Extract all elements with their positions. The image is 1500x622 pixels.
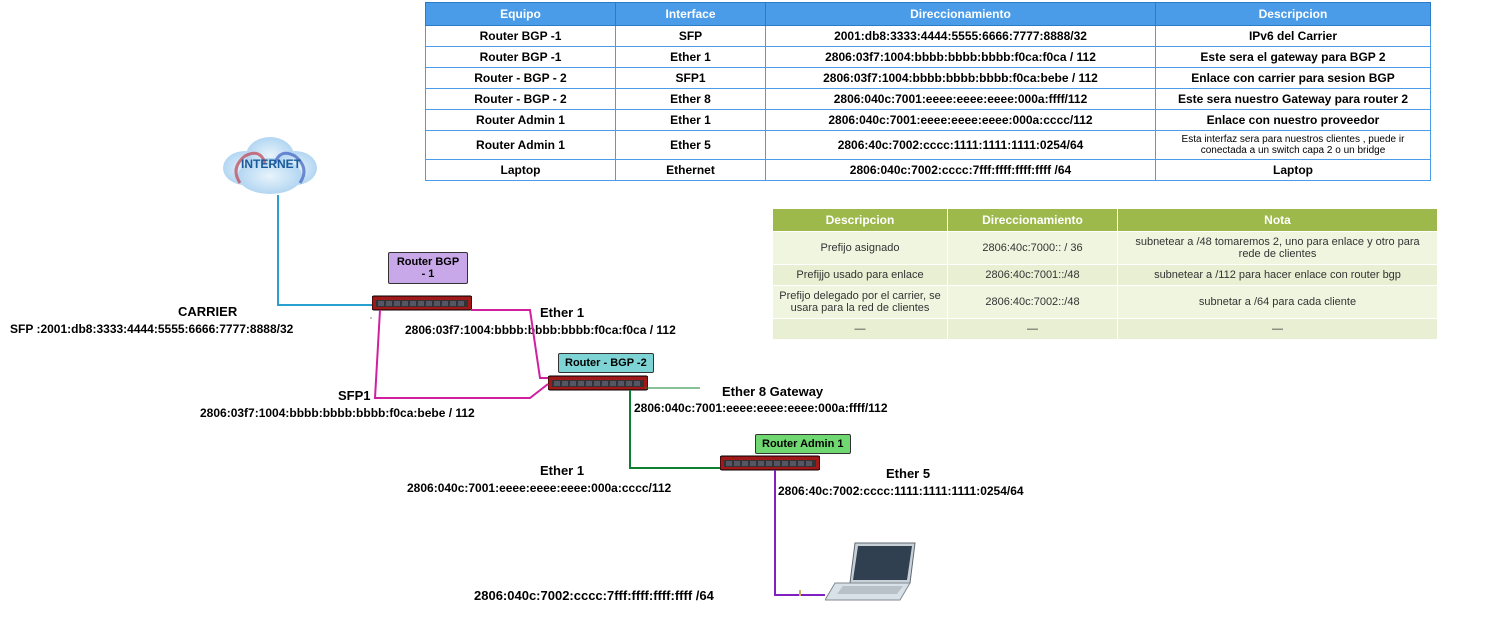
ether5-label: Ether 5 bbox=[886, 466, 930, 481]
green-td: Prefijo delegado por el carrier, se usar… bbox=[773, 286, 948, 319]
green-th: Descripcion bbox=[773, 209, 948, 232]
green-td: Prefijo asignado bbox=[773, 232, 948, 265]
blue-td: 2806:040c:7001:eeee:eeee:eeee:000a:cccc/… bbox=[766, 110, 1156, 131]
ether1a-addr: 2806:03f7:1004:bbbb:bbbb:bbbb:f0ca:f0ca … bbox=[405, 323, 676, 337]
router-bgp1-icon bbox=[372, 292, 472, 312]
blue-td: 2806:040c:7001:eeee:eeee:eeee:000a:ffff/… bbox=[766, 89, 1156, 110]
green-td: 2806:40c:7002::/48 bbox=[948, 286, 1118, 319]
blue-td: 2001:db8:3333:4444:5555:6666:7777:8888/3… bbox=[766, 26, 1156, 47]
blue-td: Este sera el gateway para BGP 2 bbox=[1156, 47, 1431, 68]
addressing-table: EquipoInterfaceDireccionamientoDescripci… bbox=[425, 2, 1431, 181]
ether8-addr: 2806:040c:7001:eeee:eeee:eeee:000a:ffff/… bbox=[634, 401, 888, 415]
green-td: 2806:40c:7000:: / 36 bbox=[948, 232, 1118, 265]
blue-th: Direccionamiento bbox=[766, 3, 1156, 26]
green-td: subnetar a /64 para cada cliente bbox=[1118, 286, 1438, 319]
blue-td: Router - BGP - 2 bbox=[426, 89, 616, 110]
router-admin1-icon bbox=[720, 452, 820, 472]
blue-td: 2806:03f7:1004:bbbb:bbbb:bbbb:f0ca:bebe … bbox=[766, 68, 1156, 89]
blue-th: Interface bbox=[616, 3, 766, 26]
green-td: subnetear a /48 tomaremos 2, uno para en… bbox=[1118, 232, 1438, 265]
blue-td: Router Admin 1 bbox=[426, 131, 616, 160]
carrier-addr: SFP :2001:db8:3333:4444:5555:6666:7777:8… bbox=[10, 322, 293, 336]
blue-td: Enlace con carrier para sesion BGP bbox=[1156, 68, 1431, 89]
laptop-addr: 2806:040c:7002:cccc:7fff:ffff:ffff:ffff … bbox=[474, 588, 714, 603]
blue-td: Ether 1 bbox=[616, 47, 766, 68]
blue-td: Router - BGP - 2 bbox=[426, 68, 616, 89]
blue-td: Este sera nuestro Gateway para router 2 bbox=[1156, 89, 1431, 110]
blue-td: Router BGP -1 bbox=[426, 26, 616, 47]
green-td: Prefijjo usado para enlace bbox=[773, 265, 948, 286]
blue-td: Ether 5 bbox=[616, 131, 766, 160]
ether8-label: Ether 8 Gateway bbox=[722, 384, 823, 399]
blue-th: Descripcion bbox=[1156, 3, 1431, 26]
laptop-icon bbox=[825, 538, 925, 608]
blue-td: 2806:40c:7002:cccc:1111:1111:1111:0254/6… bbox=[766, 131, 1156, 160]
router-admin1-box: Router Admin 1 bbox=[755, 434, 851, 454]
blue-td: Laptop bbox=[426, 160, 616, 181]
ether1a-label: Ether 1 bbox=[540, 305, 584, 320]
blue-td: Esta interfaz sera para nuestros cliente… bbox=[1156, 131, 1431, 160]
blue-td: Router BGP -1 bbox=[426, 47, 616, 68]
router-bgp1-box: Router BGP - 1 bbox=[388, 252, 468, 284]
blue-td: SFP bbox=[616, 26, 766, 47]
blue-td: Ethernet bbox=[616, 160, 766, 181]
blue-td: Enlace con nuestro proveedor bbox=[1156, 110, 1431, 131]
blue-td: Laptop bbox=[1156, 160, 1431, 181]
blue-td: 2806:03f7:1004:bbbb:bbbb:bbbb:f0ca:f0ca … bbox=[766, 47, 1156, 68]
ether1b-label: Ether 1 bbox=[540, 463, 584, 478]
green-td: 2806:40c:7001::/48 bbox=[948, 265, 1118, 286]
router-bgp2-icon bbox=[548, 372, 648, 392]
sfp1-addr: 2806:03f7:1004:bbbb:bbbb:bbbb:f0ca:bebe … bbox=[200, 406, 475, 420]
blue-td: Router Admin 1 bbox=[426, 110, 616, 131]
blue-th: Equipo bbox=[426, 3, 616, 26]
prefix-table: DescripcionDireccionamientoNota Prefijo … bbox=[772, 208, 1438, 340]
ether1b-addr: 2806:040c:7001:eeee:eeee:eeee:000a:cccc/… bbox=[407, 481, 671, 495]
green-td: — bbox=[1118, 319, 1438, 340]
internet-label: INTERNET bbox=[241, 157, 301, 171]
green-td: subnetear a /112 para hacer enlace con r… bbox=[1118, 265, 1438, 286]
blue-td: IPv6 del Carrier bbox=[1156, 26, 1431, 47]
green-td: — bbox=[773, 319, 948, 340]
blue-td: Ether 1 bbox=[616, 110, 766, 131]
carrier-label: CARRIER bbox=[178, 304, 237, 319]
blue-td: Ether 8 bbox=[616, 89, 766, 110]
blue-td: 2806:040c:7002:cccc:7fff:ffff:ffff:ffff … bbox=[766, 160, 1156, 181]
sfp1-label: SFP1 bbox=[338, 388, 371, 403]
ether5-addr: 2806:40c:7002:cccc:1111:1111:1111:0254/6… bbox=[778, 484, 1024, 498]
blue-td: SFP1 bbox=[616, 68, 766, 89]
green-th: Nota bbox=[1118, 209, 1438, 232]
green-th: Direccionamiento bbox=[948, 209, 1118, 232]
green-td: — bbox=[948, 319, 1118, 340]
router-bgp2-box: Router - BGP -2 bbox=[558, 353, 654, 373]
